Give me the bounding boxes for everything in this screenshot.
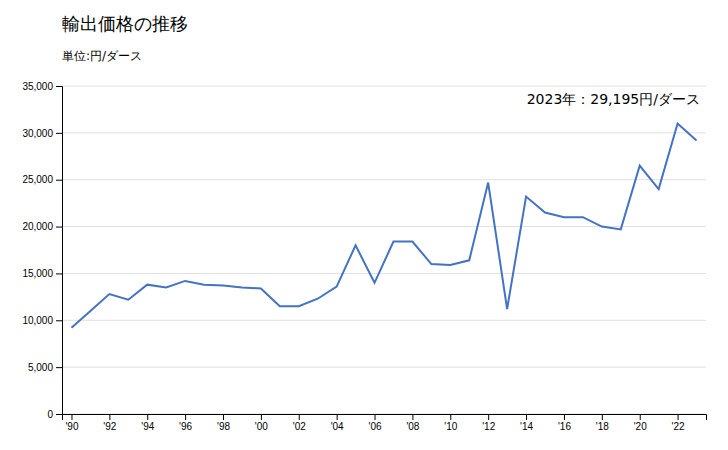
y-tick-mark (56, 227, 62, 228)
grid-line (62, 320, 706, 321)
x-tick: '00 (255, 414, 268, 432)
y-tick: 30,000 (22, 128, 62, 139)
x-tick-label: '94 (141, 421, 154, 432)
y-tick-mark (56, 273, 62, 274)
x-tick-mark (185, 414, 186, 420)
y-tick-label: 10,000 (22, 315, 53, 326)
y-tick-label: 5,000 (28, 362, 53, 373)
x-tick-label: '16 (558, 421, 571, 432)
y-tick-label: 20,000 (22, 221, 53, 232)
y-tick: 25,000 (22, 174, 62, 185)
x-tick: '98 (217, 414, 230, 432)
y-tick-mark (56, 86, 62, 87)
chart: '90 '92 '94 '96 '98 '00 '02 '04 '06 '08 '10 '12 '14 '… (0, 0, 728, 450)
x-tick: '12 (482, 414, 495, 432)
grid-line (62, 273, 706, 274)
x-tick-mark (526, 414, 527, 420)
grid (62, 86, 706, 414)
x-tick: '04 (331, 414, 344, 432)
x-tick-mark (564, 414, 565, 420)
x-tick: '18 (596, 414, 609, 432)
x-tick: '94 (141, 414, 154, 432)
y-axis-label: 単位:円/ダース (62, 49, 142, 63)
x-tick-label: '98 (217, 421, 230, 432)
y-axis: 0 5,000 10,000 15,000 20,000 25,000 30,000 35,0… (22, 81, 62, 420)
x-tick-mark (375, 414, 376, 420)
y-tick-label: 30,000 (22, 128, 53, 139)
x-tick: '14 (520, 414, 533, 432)
y-tick: 10,000 (22, 315, 62, 326)
grid-line (62, 132, 706, 133)
y-tick-label: 35,000 (22, 81, 53, 92)
x-tick-label: '06 (369, 421, 382, 432)
y-tick-label: 15,000 (22, 268, 53, 279)
y-tick-label: 25,000 (22, 174, 53, 185)
x-tick-mark (450, 414, 451, 420)
y-tick: 5,000 (28, 362, 62, 373)
x-tick: '08 (406, 414, 419, 432)
y-tick: 0 (47, 409, 62, 420)
x-tick: '02 (293, 414, 306, 432)
x-axis-line (63, 415, 707, 421)
x-tick-label: '10 (444, 421, 457, 432)
y-axis-line (56, 87, 63, 415)
grid-line (62, 86, 706, 87)
x-tick-mark (337, 414, 338, 420)
y-tick-label: 0 (47, 409, 53, 420)
y-tick-mark (56, 414, 62, 415)
y-tick-mark (56, 367, 62, 368)
x-tick-mark (109, 414, 110, 420)
y-tick: 20,000 (22, 221, 62, 232)
x-tick-mark (299, 414, 300, 420)
y-tick-mark (56, 133, 62, 134)
x-tick-label: '14 (520, 421, 533, 432)
x-tick-mark (71, 414, 72, 420)
x-tick-label: '00 (255, 421, 268, 432)
x-tick: '16 (558, 414, 571, 432)
x-tick-mark (678, 414, 679, 420)
plot-area (71, 123, 696, 327)
x-tick-mark (640, 414, 641, 420)
x-tick: '90 (65, 414, 78, 432)
x-tick-mark (261, 414, 262, 420)
x-tick-mark (602, 414, 603, 420)
y-tick-mark (56, 180, 62, 181)
x-tick: '20 (634, 414, 647, 432)
x-tick: '22 (672, 414, 685, 432)
line (71, 123, 696, 327)
x-tick-label: '96 (179, 421, 192, 432)
grid-line (62, 179, 706, 180)
x-tick: '92 (103, 414, 116, 432)
x-axis: '90 '92 '94 '96 '98 '00 '02 '04 '06 '08 '10 '12 '14 '… (63, 414, 707, 432)
x-tick-mark (412, 414, 413, 420)
x-tick-label: '02 (293, 421, 306, 432)
x-tick-label: '08 (406, 421, 419, 432)
grid-line (62, 367, 706, 368)
x-tick: '10 (444, 414, 457, 432)
x-tick-label: '18 (596, 421, 609, 432)
x-tick-label: '04 (331, 421, 344, 432)
y-tick-mark (56, 320, 62, 321)
x-tick-mark (488, 414, 489, 420)
x-tick-label: '12 (482, 421, 495, 432)
x-tick-label: '90 (65, 421, 78, 432)
x-tick: '06 (369, 414, 382, 432)
x-tick-mark (223, 414, 224, 420)
x-tick-label: '22 (672, 421, 685, 432)
x-tick: '96 (179, 414, 192, 432)
x-tick-label: '92 (103, 421, 116, 432)
title: 輸出価格の推移 (62, 13, 188, 34)
annotation: 2023年：29,195円/ダース (527, 91, 700, 107)
x-tick-label: '20 (634, 421, 647, 432)
y-tick: 35,000 (22, 81, 62, 92)
x-tick-mark (147, 414, 148, 420)
y-tick: 15,000 (22, 268, 62, 279)
